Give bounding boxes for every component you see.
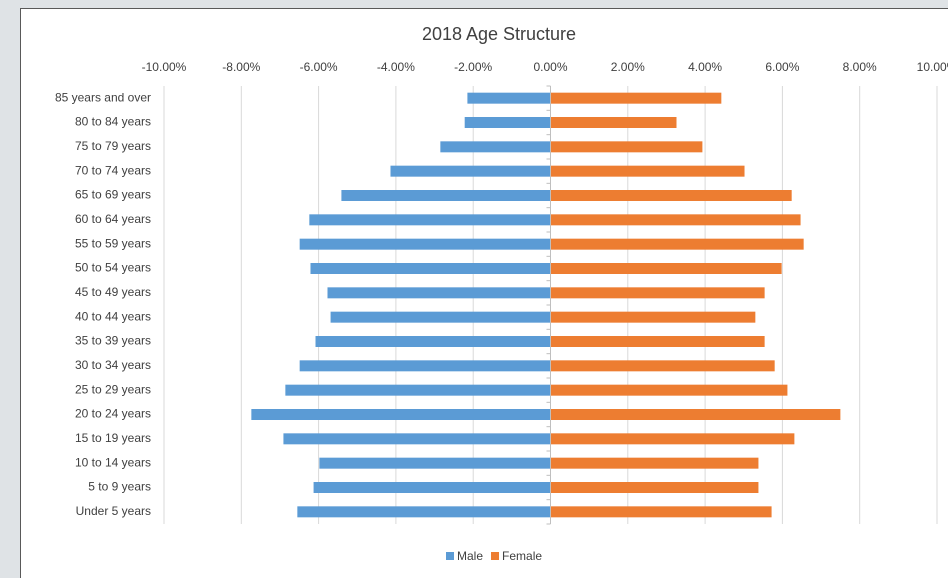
chart-title: 2018 Age Structure bbox=[422, 24, 576, 44]
bar bbox=[313, 482, 551, 493]
x-tick-label: 0.00% bbox=[533, 60, 567, 74]
x-tick-label: 6.00% bbox=[765, 60, 799, 74]
bar bbox=[390, 165, 551, 177]
bar bbox=[251, 409, 551, 420]
y-tick-label: 45 to 49 years bbox=[75, 285, 151, 299]
bar bbox=[550, 409, 841, 420]
legend-label: Female bbox=[502, 549, 542, 563]
bar bbox=[550, 457, 759, 469]
bar bbox=[550, 336, 765, 347]
y-tick-label: 85 years and over bbox=[55, 90, 151, 104]
bar bbox=[464, 117, 551, 128]
y-tick-label: 25 to 29 years bbox=[75, 382, 151, 396]
bar bbox=[309, 214, 551, 226]
bar bbox=[297, 506, 551, 518]
y-tick-label: 55 to 59 years bbox=[75, 236, 151, 250]
y-tick-label: 30 to 34 years bbox=[75, 358, 151, 372]
x-tick-label: -6.00% bbox=[300, 60, 338, 74]
bar bbox=[550, 165, 745, 177]
y-tick-label: 10 to 14 years bbox=[75, 455, 151, 469]
bar bbox=[550, 214, 801, 226]
bar bbox=[550, 190, 792, 201]
bar bbox=[550, 506, 772, 518]
bar bbox=[299, 360, 551, 372]
bar bbox=[299, 238, 551, 250]
x-tick-label: 2.00% bbox=[611, 60, 645, 74]
x-tick-label: -8.00% bbox=[222, 60, 260, 74]
bar bbox=[330, 311, 551, 323]
legend-label: Male bbox=[457, 549, 483, 563]
x-tick-label: -10.00% bbox=[142, 60, 187, 74]
x-tick-label: -4.00% bbox=[377, 60, 415, 74]
bar bbox=[550, 311, 756, 323]
bar bbox=[550, 384, 788, 396]
y-tick-label: 80 to 84 years bbox=[75, 115, 151, 129]
bar bbox=[550, 92, 722, 104]
bar bbox=[315, 336, 551, 347]
legend-swatch bbox=[491, 552, 500, 560]
y-tick-label: 70 to 74 years bbox=[75, 163, 151, 177]
bar bbox=[550, 238, 804, 250]
bar bbox=[319, 457, 551, 469]
bar bbox=[550, 287, 765, 299]
x-tick-label: 4.00% bbox=[688, 60, 722, 74]
bar bbox=[550, 141, 703, 153]
x-tick-label: -2.00% bbox=[454, 60, 492, 74]
y-tick-label: 5 to 9 years bbox=[88, 480, 151, 494]
bar bbox=[283, 433, 551, 445]
x-tick-label: 10.00% bbox=[917, 60, 948, 74]
bar bbox=[550, 263, 782, 274]
y-tick-label: 65 to 69 years bbox=[75, 188, 151, 202]
y-tick-label: 60 to 64 years bbox=[75, 212, 151, 226]
y-tick-label: 20 to 24 years bbox=[75, 407, 151, 421]
bar bbox=[550, 482, 759, 493]
bar bbox=[550, 433, 795, 445]
bar bbox=[550, 117, 677, 128]
bar bbox=[550, 360, 775, 372]
bar bbox=[310, 263, 551, 274]
y-tick-label: Under 5 years bbox=[76, 504, 151, 518]
x-tick-label: 8.00% bbox=[843, 60, 877, 74]
bar bbox=[327, 287, 551, 299]
y-tick-label: 50 to 54 years bbox=[75, 261, 151, 275]
legend-swatch bbox=[446, 552, 454, 560]
y-tick-label: 15 to 19 years bbox=[75, 431, 151, 445]
bar bbox=[341, 190, 551, 201]
bar bbox=[285, 384, 551, 396]
y-tick-label: 35 to 39 years bbox=[75, 334, 151, 348]
y-tick-label: 40 to 44 years bbox=[75, 309, 151, 323]
y-tick-label: 75 to 79 years bbox=[75, 139, 151, 153]
bar bbox=[440, 141, 551, 153]
bar bbox=[467, 92, 551, 104]
